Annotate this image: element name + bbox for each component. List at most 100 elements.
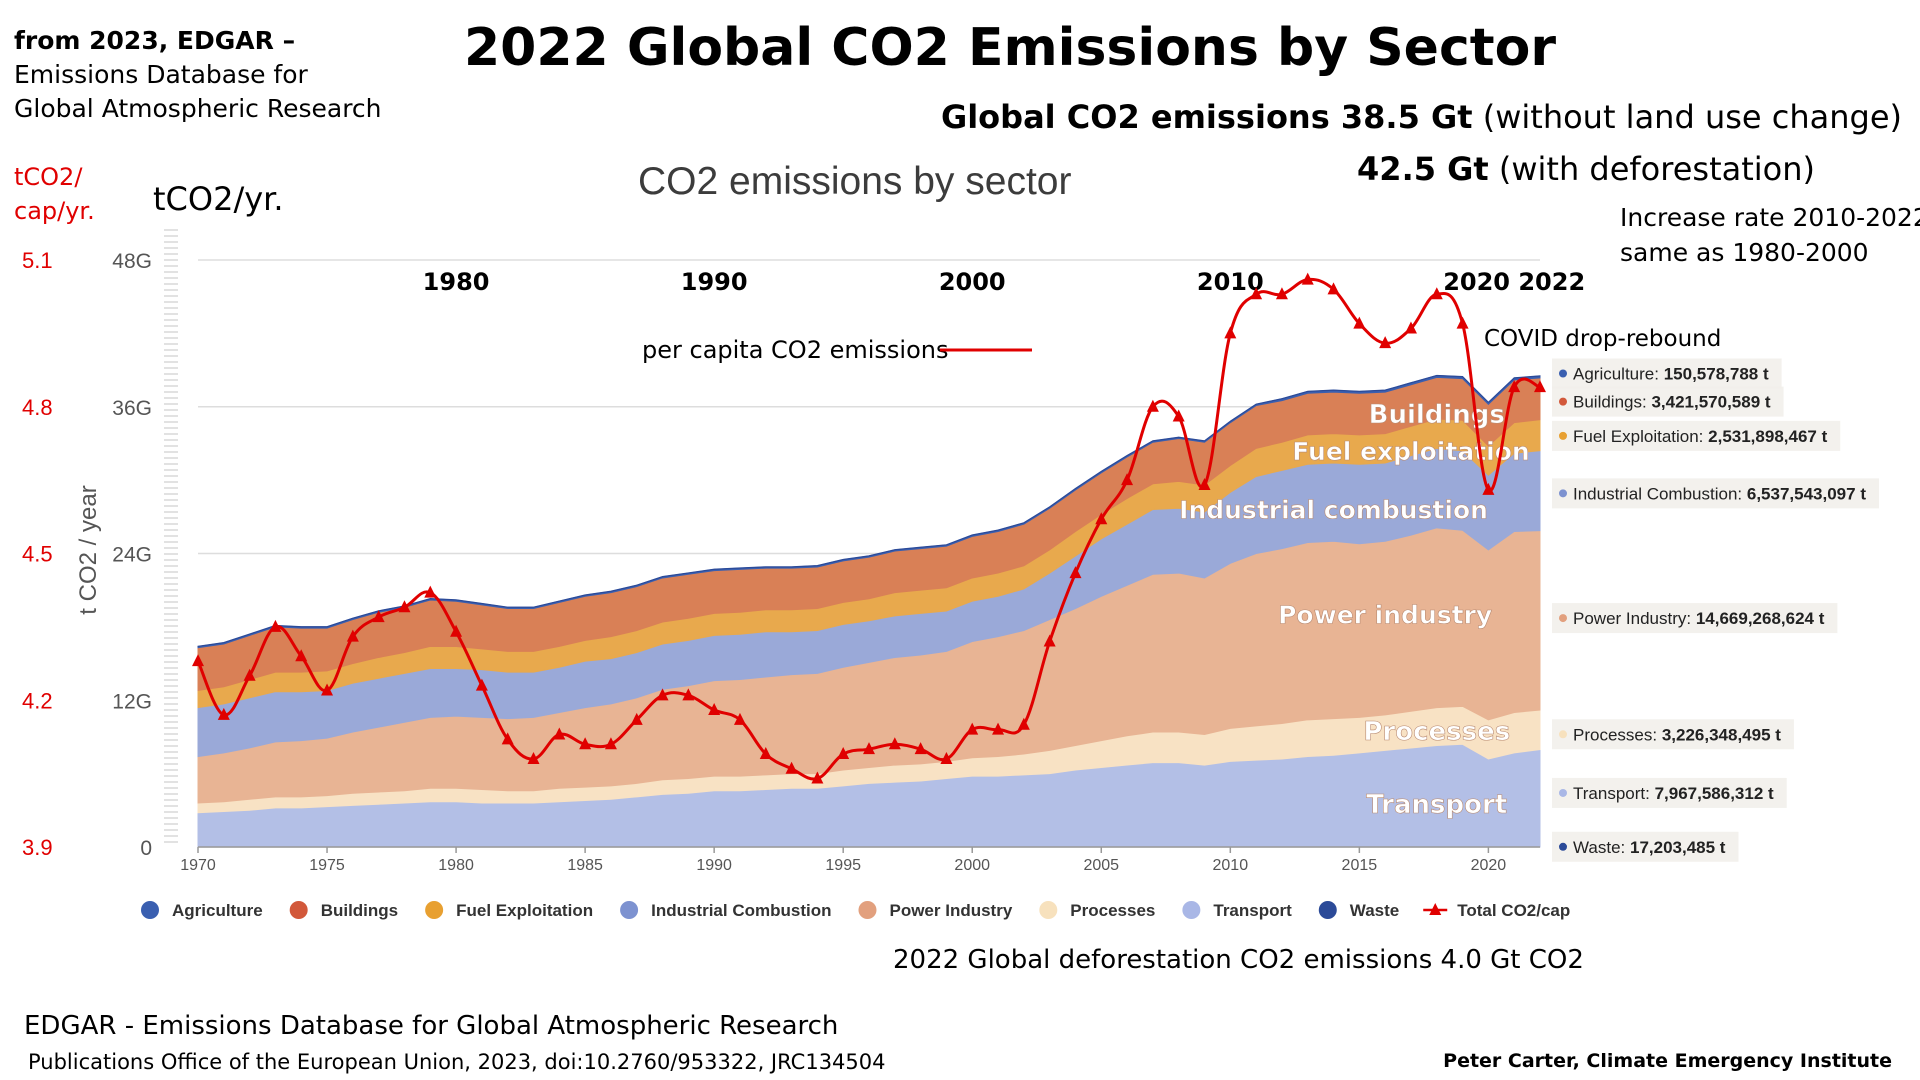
y-tick-label: 0 bbox=[140, 837, 152, 860]
per-capita-point[interactable] bbox=[450, 624, 463, 637]
per-capita-point[interactable] bbox=[811, 771, 824, 784]
per-capita-point[interactable] bbox=[1353, 316, 1366, 329]
y-tick-label: 12G bbox=[112, 690, 152, 713]
per-capita-point[interactable] bbox=[1275, 287, 1288, 300]
legend-item-waste[interactable]: Waste bbox=[1318, 901, 1399, 920]
y2-tick-label: 3.9 bbox=[22, 835, 53, 860]
legend-item-processes[interactable]: Processes bbox=[1039, 901, 1155, 920]
legend-item-fuel-exploitation[interactable]: Fuel Exploitation bbox=[425, 901, 593, 920]
tooltip-processes: Processes: 3,226,348,495 t bbox=[1552, 719, 1794, 750]
per-capita-point[interactable] bbox=[269, 619, 282, 632]
per-capita-point[interactable] bbox=[1301, 272, 1314, 285]
per-capita-point[interactable] bbox=[863, 742, 875, 755]
per-capita-point[interactable] bbox=[604, 737, 617, 750]
legend-swatch bbox=[425, 901, 444, 919]
y2-tick-label: 4.5 bbox=[22, 542, 53, 567]
tooltip-fuel-exploitation: Fuel Exploitation: 2,531,898,467 t bbox=[1552, 420, 1841, 451]
legend-item-agriculture[interactable]: Agriculture bbox=[141, 901, 263, 920]
per-capita-point[interactable] bbox=[321, 683, 334, 696]
per-capita-point[interactable] bbox=[1327, 282, 1340, 295]
per-capita-point[interactable] bbox=[1456, 316, 1469, 329]
deforestation-note: 2022 Global deforestation CO2 emissions … bbox=[893, 945, 1584, 975]
increase-note: Increase rate 2010-2022 same as 1980-200… bbox=[1620, 200, 1920, 270]
per-capita-point[interactable] bbox=[1224, 326, 1237, 339]
per-capita-point[interactable] bbox=[424, 585, 437, 598]
per-capita-point[interactable] bbox=[837, 747, 850, 760]
legend-item-transport[interactable]: Transport bbox=[1182, 901, 1292, 920]
annual-unit: tCO2/yr. bbox=[153, 180, 284, 218]
tooltip-bg bbox=[1552, 386, 1784, 417]
legend-item-total-co2-cap[interactable]: Total CO2/cap bbox=[1423, 901, 1570, 920]
per-capita-point[interactable] bbox=[656, 688, 669, 701]
per-capita-point[interactable] bbox=[501, 732, 514, 745]
per-capita-point[interactable] bbox=[992, 722, 1005, 735]
legend-item-power-industry[interactable]: Power Industry bbox=[858, 901, 1013, 920]
legend-item-buildings[interactable]: Buildings bbox=[289, 901, 398, 920]
per-capita-point[interactable] bbox=[1534, 380, 1546, 393]
per-capita-point[interactable] bbox=[1482, 482, 1495, 495]
per-capita-point[interactable] bbox=[940, 751, 953, 764]
x-tick-label: 2000 bbox=[954, 857, 990, 874]
per-capita-point[interactable] bbox=[243, 668, 256, 681]
area-label: Industrial combustion bbox=[1179, 495, 1488, 524]
per-capita-point[interactable] bbox=[785, 761, 798, 774]
area-waste[interactable] bbox=[197, 374, 1541, 648]
per-capita-point[interactable] bbox=[1508, 380, 1521, 393]
tooltip-text: Industrial Combustion: 6,537,543,097 t bbox=[1573, 484, 1866, 503]
x-tick-label: 2005 bbox=[1083, 857, 1119, 874]
y2-tick-label: 4.2 bbox=[22, 688, 53, 713]
per-capita-point[interactable] bbox=[192, 654, 204, 667]
per-capita-point[interactable] bbox=[733, 712, 746, 725]
decade-label: 2000 bbox=[939, 268, 1006, 296]
per-capita-point[interactable] bbox=[966, 722, 979, 735]
per-capita-point[interactable] bbox=[1250, 287, 1263, 300]
per-capita-point[interactable] bbox=[295, 649, 308, 662]
legend-swatch bbox=[1039, 901, 1058, 919]
x-tick-label: 1995 bbox=[825, 857, 861, 874]
y-tick-label: 24G bbox=[112, 544, 152, 567]
per-capita-point[interactable] bbox=[888, 737, 901, 750]
per-capita-point[interactable] bbox=[527, 751, 540, 764]
per-capita-point[interactable] bbox=[1017, 717, 1030, 730]
decade-label: 2010 bbox=[1197, 268, 1264, 296]
legend-swatch bbox=[289, 901, 308, 919]
legend-label: Buildings bbox=[321, 901, 398, 920]
per-capita-point[interactable] bbox=[1095, 512, 1108, 525]
per-capita-point[interactable] bbox=[708, 703, 721, 716]
area-label: Fuel exploitation bbox=[1292, 437, 1529, 466]
area-label: Transport bbox=[1366, 790, 1507, 820]
per-capita-point[interactable] bbox=[1379, 336, 1392, 349]
y2-tick-label: 4.8 bbox=[22, 395, 53, 420]
y-tick-label: 36G bbox=[112, 397, 152, 420]
per-capita-point[interactable] bbox=[346, 629, 359, 642]
per-capita-point[interactable] bbox=[1043, 634, 1056, 647]
tooltip-dot bbox=[1559, 614, 1567, 623]
tooltip-bg bbox=[1552, 478, 1879, 509]
legend-label: Industrial Combustion bbox=[651, 901, 831, 920]
per-capita-point[interactable] bbox=[1430, 287, 1443, 300]
per-capita-point[interactable] bbox=[1404, 321, 1417, 334]
per-capita-point[interactable] bbox=[1172, 409, 1185, 422]
per-capita-unit-line1: tCO2/ bbox=[14, 163, 83, 191]
per-capita-point[interactable] bbox=[682, 688, 695, 701]
per-capita-point[interactable] bbox=[398, 600, 411, 613]
per-capita-point[interactable] bbox=[1198, 478, 1211, 491]
legend: Agriculture Buildings Fuel Exploitation Ind… bbox=[141, 901, 1570, 920]
per-capita-point[interactable] bbox=[759, 747, 772, 760]
per-capita-line: per capita CO2 emissions bbox=[192, 272, 1546, 784]
per-capita-point[interactable] bbox=[553, 727, 566, 740]
per-capita-point[interactable] bbox=[914, 742, 927, 755]
per-capita-point[interactable] bbox=[1146, 399, 1159, 412]
per-capita-point[interactable] bbox=[579, 737, 592, 750]
per-capita-point[interactable] bbox=[217, 707, 230, 720]
per-capita-point[interactable] bbox=[1069, 566, 1082, 579]
increase-note-line1: Increase rate 2010-2022 bbox=[1620, 203, 1920, 232]
per-capita-point[interactable] bbox=[630, 712, 643, 725]
tooltip-text: Fuel Exploitation: 2,531,898,467 t bbox=[1573, 427, 1828, 446]
legend-item-industrial-combustion[interactable]: Industrial Combustion bbox=[620, 901, 831, 920]
per-capita-point[interactable] bbox=[1121, 473, 1134, 486]
per-capita-point[interactable] bbox=[372, 610, 385, 623]
per-capita-point[interactable] bbox=[475, 678, 488, 691]
area-label: Power industry bbox=[1278, 601, 1492, 630]
